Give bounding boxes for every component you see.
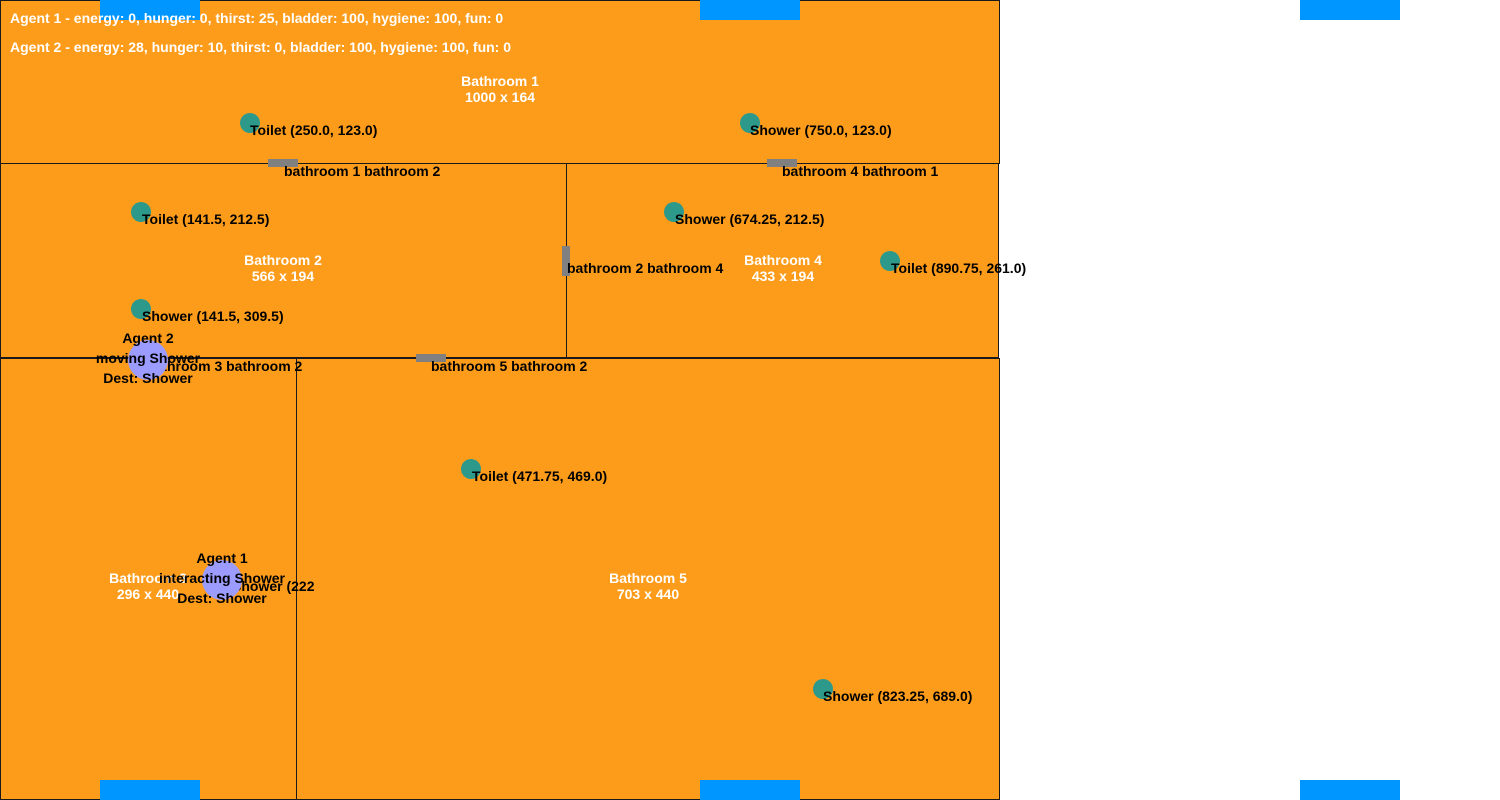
object-label: Shower (674.25, 212.5) [675, 211, 825, 227]
window-top-1 [100, 0, 200, 20]
agent-1[interactable] [202, 560, 242, 600]
agent-state: moving Shower [95, 350, 201, 366]
door-bathroom-1-bathroom-2[interactable] [268, 159, 298, 167]
toilet-icon[interactable] [240, 113, 260, 133]
agent-2-label: Agent 2 moving Shower Dest: Shower [96, 328, 200, 388]
room-name: Bathroom 4 [744, 252, 822, 268]
room-bathroom-5 [296, 358, 1000, 800]
door-label: bathroom 5 bathroom 2 [431, 358, 588, 374]
room-label-bathroom-4: Bathroom 4 433 x 194 [744, 252, 822, 284]
agent-2[interactable] [128, 340, 168, 380]
door-label: bathroom 3 bathroom 2 [146, 358, 303, 374]
window-bottom-2 [700, 780, 800, 800]
agent-dest: Dest: Shower [177, 590, 267, 606]
door-bathroom-2-bathroom-4[interactable] [562, 246, 570, 276]
shower-icon[interactable] [664, 202, 684, 222]
room-name: Bathroom 3 [109, 570, 187, 586]
shower-icon[interactable] [813, 679, 833, 699]
room-bathroom-3 [0, 358, 297, 800]
object-label: Toilet (250.0, 123.0) [250, 122, 378, 138]
agent-dest: Dest: Shower [103, 370, 193, 386]
window-bottom-3 [1300, 780, 1400, 800]
room-size: 433 x 194 [751, 268, 815, 284]
toilet-icon[interactable] [131, 202, 151, 222]
door-label: bathroom 1 bathroom 2 [284, 163, 441, 179]
room-label-bathroom-5: Bathroom 5 703 x 440 [609, 570, 687, 602]
object-label: Toilet (471.75, 469.0) [472, 468, 608, 484]
room-name: Bathroom 1 [461, 73, 539, 89]
agent-name: Agent 2 [122, 330, 174, 346]
agent-2-status: Agent 2 - energy: 28, hunger: 10, thirst… [10, 39, 512, 55]
object-label: Shower (823.25, 689.0) [823, 688, 973, 704]
object-label: Shower (141.5, 309.5) [142, 308, 284, 324]
object-label: Toilet (890.75, 261.0) [891, 260, 1027, 276]
room-bathroom-1 [0, 0, 1000, 164]
room-size: 1000 x 164 [464, 89, 536, 105]
room-name: Bathroom 5 [609, 570, 687, 586]
toilet-icon[interactable] [461, 459, 481, 479]
object-label: Toilet (141.5, 212.5) [142, 211, 270, 227]
door-bathroom-4-bathroom-1[interactable] [767, 159, 797, 167]
shower-icon[interactable] [131, 299, 151, 319]
room-bathroom-4 [566, 163, 999, 358]
door-label: bathroom 2 bathroom 4 [567, 260, 724, 276]
door-bathroom-5-bathroom-2[interactable] [416, 354, 446, 362]
window-top-3 [1300, 0, 1400, 20]
agent-1-status: Agent 1 - energy: 0, hunger: 0, thirst: … [10, 10, 504, 26]
object-label: Shower (750.0, 123.0) [750, 122, 892, 138]
shower-icon[interactable] [740, 113, 760, 133]
room-name: Bathroom 2 [244, 252, 322, 268]
room-size: 566 x 194 [251, 268, 315, 284]
window-top-2 [700, 0, 800, 20]
room-label-bathroom-2: Bathroom 2 566 x 194 [244, 252, 322, 284]
window-bottom-1 [100, 780, 200, 800]
agent-name: Agent 1 [196, 550, 248, 566]
toilet-icon[interactable] [880, 251, 900, 271]
door-label: bathroom 4 bathroom 1 [782, 163, 939, 179]
room-bathroom-2 [0, 163, 567, 358]
object-label: Shower (222 [232, 578, 315, 594]
room-label-bathroom-3: Bathroom 3 296 x 440 [109, 570, 187, 602]
agent-state: interacting Shower [158, 570, 286, 586]
room-size: 703 x 440 [616, 586, 680, 602]
room-size: 296 x 440 [116, 586, 180, 602]
room-label-bathroom-1: Bathroom 1 1000 x 164 [461, 73, 539, 105]
agent-1-label: Agent 1 interacting Shower Dest: Shower [159, 548, 285, 608]
